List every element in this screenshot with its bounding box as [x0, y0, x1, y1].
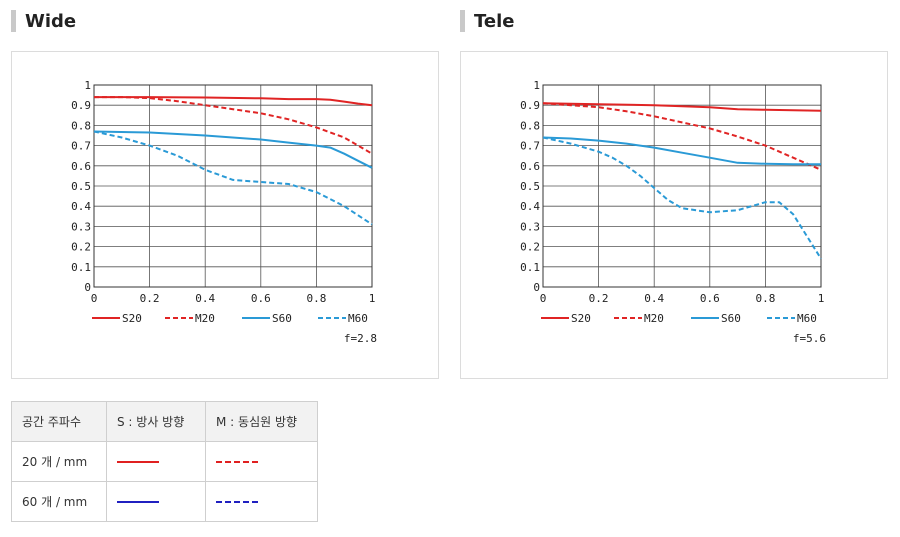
tele-plot-frame: [542, 84, 822, 288]
series-line-m60: [542, 136, 822, 260]
swatch-s20-cell: [106, 441, 206, 482]
y-tick-label: 0.6: [520, 160, 540, 173]
wide-title-text: Wide: [25, 10, 77, 32]
x-tick-label: 0: [540, 292, 547, 305]
wide-chart-box: 0 0.2 0.4 0.6 0.8 1 0 0.1 0.2 0.3 0.4 0.5 0.6 0.7 0.8 0…: [11, 51, 439, 379]
x-tick-label: 0.4: [644, 292, 664, 305]
swatch-s20: [117, 461, 159, 463]
wide-plot-frame: [93, 84, 373, 288]
series-line-s20: [542, 102, 822, 112]
y-tick-label: 0.5: [71, 180, 91, 193]
legend-label-s60: S60: [721, 312, 741, 325]
y-tick-label: 0.3: [520, 220, 540, 233]
y-tick-label: 0.2: [520, 241, 540, 254]
x-tick-label: 0.6: [700, 292, 720, 305]
y-tick-label: 0: [84, 281, 91, 294]
header-spatial-frequency: 공간 주파수: [11, 401, 107, 442]
legend-label-m20: M20: [644, 312, 664, 325]
header-sagittal: S : 방사 방향: [106, 401, 206, 442]
wide-grid: [93, 84, 373, 288]
tele-title: Tele: [460, 8, 514, 34]
x-tick-label: 0.2: [140, 292, 160, 305]
y-tick-label: 0.4: [520, 200, 540, 213]
wide-title: Wide: [11, 8, 76, 34]
section-marker: [11, 10, 16, 32]
x-tick-label: 0.8: [306, 292, 326, 305]
x-tick-label: 0: [91, 292, 98, 305]
swatch-m60: [216, 501, 258, 503]
y-tick-label: 1: [533, 79, 540, 92]
y-tick-label: 1: [84, 79, 91, 92]
swatch-m60-cell: [205, 481, 318, 522]
table-header-row: 공간 주파수 S : 방사 방향 M : 동심원 방향: [11, 401, 318, 442]
row-label-60: 60 개 / mm: [11, 481, 107, 522]
x-tick-label: 1: [369, 292, 376, 305]
series-line-m20: [94, 96, 373, 155]
table-row: 20 개 / mm: [11, 441, 318, 482]
mtf-legend-table: 공간 주파수 S : 방사 방향 M : 동심원 방향 20 개 / mm 60…: [11, 401, 318, 522]
series-line-s60: [93, 130, 373, 169]
swatch-m20: [216, 461, 258, 463]
tele-chart: 0 0.2 0.4 0.6 0.8 1 0 0.1 0.2 0.3 0.4 0.5 0.6 0.7 0.8 0…: [520, 79, 826, 345]
legend-label-m20: M20: [195, 312, 215, 325]
series-line-s60: [542, 136, 821, 166]
y-tick-label: 0.6: [71, 160, 91, 173]
x-tick-label: 0.8: [755, 292, 775, 305]
wide-chart: 0 0.2 0.4 0.6 0.8 1 0 0.1 0.2 0.3 0.4 0.5 0.6 0.7 0.8 0…: [71, 79, 377, 345]
y-tick-label: 0.8: [520, 119, 540, 132]
series-line-s20: [94, 96, 373, 107]
header-meridional: M : 동심원 방향: [205, 401, 318, 442]
table-row: 60 개 / mm: [11, 481, 318, 522]
tele-chart-box: 0 0.2 0.4 0.6 0.8 1 0 0.1 0.2 0.3 0.4 0.5 0.6 0.7 0.8 0…: [460, 51, 888, 379]
y-tick-label: 0.9: [71, 99, 91, 112]
y-tick-label: 0.5: [520, 180, 540, 193]
y-tick-label: 0.9: [520, 99, 540, 112]
y-tick-label: 0.7: [71, 140, 91, 153]
series-line-m20: [542, 102, 822, 171]
y-tick-label: 0.8: [71, 119, 91, 132]
y-tick-label: 0.2: [71, 241, 91, 254]
swatch-m20-cell: [205, 441, 318, 482]
legend-label-s20: S20: [571, 312, 591, 325]
x-tick-label: 0.6: [251, 292, 271, 305]
x-tick-label: 1: [818, 292, 825, 305]
legend-label-s20: S20: [122, 312, 142, 325]
swatch-s60: [117, 501, 159, 503]
row-label-20: 20 개 / mm: [11, 441, 107, 482]
y-tick-label: 0.1: [520, 261, 540, 274]
legend-label-m60: M60: [348, 312, 368, 325]
y-tick-label: 0.1: [71, 261, 91, 274]
x-tick-label: 0.2: [589, 292, 609, 305]
tele-grid: [542, 84, 822, 288]
series-line-m60: [93, 130, 373, 226]
x-tick-label: 0.4: [195, 292, 215, 305]
swatch-s60-cell: [106, 481, 206, 522]
section-marker: [460, 10, 465, 32]
legend-label-s60: S60: [272, 312, 292, 325]
tele-title-text: Tele: [474, 10, 515, 32]
y-tick-label: 0.7: [520, 140, 540, 153]
wide-fstop-label: f=2.8: [344, 332, 377, 345]
tele-fstop-label: f=5.6: [793, 332, 826, 345]
y-tick-label: 0: [533, 281, 540, 294]
legend-label-m60: M60: [797, 312, 817, 325]
y-tick-label: 0.4: [71, 200, 91, 213]
y-tick-label: 0.3: [71, 220, 91, 233]
